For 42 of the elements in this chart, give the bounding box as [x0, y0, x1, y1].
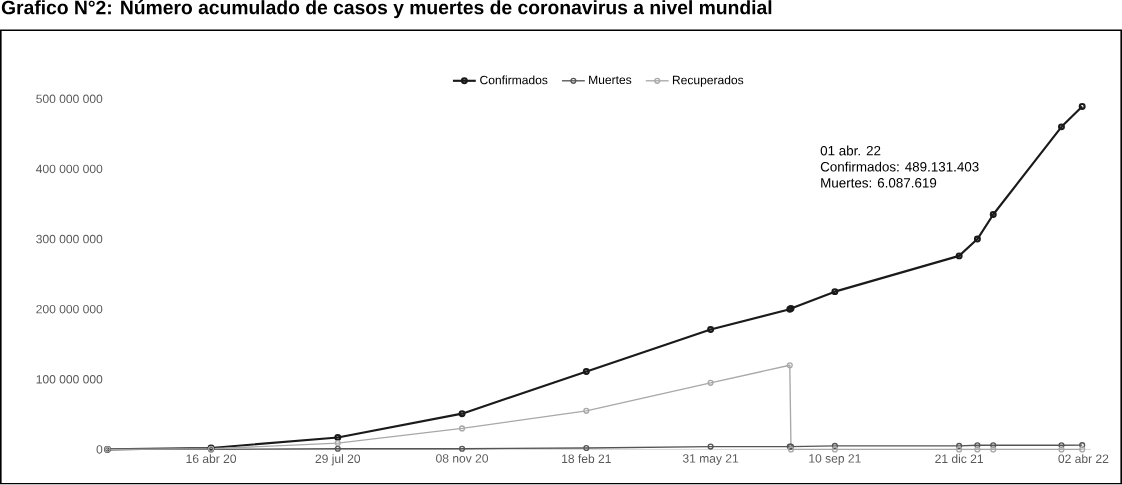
- x-tick-label: 02 abr 22: [1058, 454, 1109, 464]
- point: [990, 446, 997, 453]
- annotation: Confirmados: 489.131.403: [820, 161, 979, 172]
- point: [334, 434, 342, 442]
- point: [707, 379, 714, 387]
- x-tick-label: 31 may 21: [682, 454, 739, 466]
- point: [458, 425, 466, 432]
- point: [334, 445, 341, 453]
- point: [707, 443, 714, 450]
- chart-title: Grafico N°2: Número acumulado de casos y muertes de coronavirus a nivel mundial: [1, 0, 772, 19]
- y-tick-label: 0: [96, 445, 103, 454]
- point: [989, 211, 997, 219]
- point: [458, 410, 466, 418]
- y-tick-label: 400 000 000: [36, 164, 103, 174]
- y-tick-label: 500 000 000: [36, 94, 103, 104]
- y-tick-label: 200 000 000: [36, 305, 103, 314]
- legend-label: Recuperados: [672, 75, 744, 87]
- point: [786, 362, 793, 369]
- legend-label: Confirmados: [480, 75, 548, 85]
- point: [707, 326, 715, 334]
- x-tick-label: 16 abr 20: [186, 454, 237, 464]
- legend-label: Muertes: [589, 75, 632, 85]
- point: [955, 252, 963, 260]
- y-tick-label: 300 000 000: [36, 235, 103, 244]
- annotation: 01 abr. 22: [820, 145, 881, 156]
- x-tick-label: 18 feb 21: [562, 454, 611, 464]
- annotation: Muertes: 6.087.619: [821, 178, 937, 188]
- x-tick-label: 21 dic 21: [935, 454, 983, 464]
- point: [583, 408, 590, 415]
- point: [831, 288, 839, 296]
- x-tick-label: 10 sep 21: [809, 454, 861, 466]
- y-tick-label: 100 000 000: [36, 375, 103, 384]
- point: [1058, 446, 1065, 453]
- point: [334, 440, 341, 447]
- x-tick-label: 08 nov 20: [436, 454, 489, 463]
- x-tick-label: 29 jul 20: [315, 454, 361, 466]
- point: [583, 445, 590, 452]
- point: [1058, 123, 1065, 131]
- point: [974, 446, 981, 453]
- point: [973, 235, 981, 243]
- point: [458, 445, 466, 453]
- point: [582, 368, 590, 376]
